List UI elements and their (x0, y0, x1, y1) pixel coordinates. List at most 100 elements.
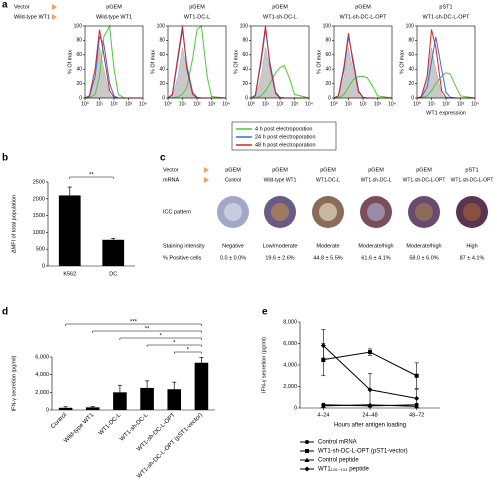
legend-box (231, 121, 337, 151)
x-tick-label: 10⁴ (222, 101, 230, 107)
y-tick-label: 80 (159, 38, 165, 44)
cell-image (319, 203, 337, 221)
row-label: mRNA (163, 177, 180, 183)
y-tick-label: 0 (245, 95, 248, 101)
x-tick-label: 10² (359, 101, 367, 107)
mrna-label: WT1-sh-DC-L-OPT (403, 177, 446, 183)
cell-image (367, 203, 385, 221)
staining-label: Low/moderate (263, 243, 298, 249)
y-tick-label: 60 (76, 52, 82, 58)
y-axis-label: % Of max (399, 50, 405, 74)
x-tick-label: 10¹ (96, 101, 104, 107)
histogram-curve (168, 25, 227, 99)
marker (367, 387, 373, 393)
marker (368, 350, 372, 355)
bar (58, 195, 81, 266)
marker (414, 373, 419, 378)
positive-label: 61.6 ± 4.1% (361, 255, 390, 261)
legend-label: WT1-sh-DC-L-OPT (pST1-vector) (318, 449, 408, 455)
row-arrow (204, 167, 209, 173)
y-tick-label: 40 (159, 67, 165, 73)
y-tick-label: 20 (408, 81, 414, 87)
positive-label: 19.6 ± 2.6% (265, 255, 294, 261)
histogram-curve (251, 64, 310, 99)
y-tick-label: 40 (76, 67, 82, 73)
x-tick-label: Control (50, 412, 68, 430)
histogram-curve (417, 72, 476, 99)
x-tick-label: 10⁰ (413, 101, 421, 107)
y-tick-label: 100 (157, 23, 166, 29)
marker (320, 343, 326, 349)
y-tick-label: 20 (242, 81, 248, 87)
histogram-curve (334, 75, 393, 99)
y-tick-label: 0 (411, 95, 414, 101)
panel-label: e (262, 307, 268, 318)
y-tick-label: 500 (36, 247, 45, 253)
x-tick-label: 24–48 (362, 412, 377, 418)
y-axis-label: ΔMFI of total population (11, 195, 17, 253)
vector-label: pGEM (272, 167, 288, 173)
panel-label: b (2, 153, 8, 164)
y-tick-label: 0 (46, 407, 49, 413)
y-tick-label: 1500 (33, 213, 45, 219)
histogram-curve (167, 47, 226, 99)
significance-bracket (119, 337, 202, 340)
y-tick-label: 0 (294, 405, 297, 411)
legend-label: Control peptide (318, 458, 359, 464)
marker (305, 440, 309, 444)
significance-label: * (173, 341, 176, 347)
row-arrow (204, 177, 209, 183)
row-arrow (52, 4, 57, 10)
x-tick-label: 10² (193, 101, 201, 107)
x-tick-label: 10² (442, 101, 450, 107)
x-tick-label: DC (109, 271, 117, 277)
x-tick-label: 10⁴ (305, 101, 313, 107)
y-axis-label: % Of max (150, 50, 156, 74)
y-tick-label: 0 (328, 95, 331, 101)
x-tick-label: 10⁴ (471, 101, 479, 107)
legend-label: WT1₁₂₆₋₁₃₄ peptide (318, 467, 370, 473)
plot-title: WT1-sh-DC-L-OPT (339, 14, 387, 20)
y-tick-label: 4,000 (35, 372, 49, 378)
significance-label: ** (89, 173, 94, 179)
row-label: Vector (14, 4, 30, 10)
row-label: Vector (163, 167, 179, 173)
x-tick-label: 10¹ (262, 101, 270, 107)
x-axis-label: Hours after antigen loading (334, 423, 406, 429)
x-tick-label: K562 (63, 271, 76, 277)
vector-label: pGEM (416, 167, 432, 173)
y-tick-label: 4,000 (283, 362, 297, 368)
x-tick-label: 10⁰ (330, 101, 338, 107)
mrna-label: WT1-DC-L (316, 177, 340, 183)
panel-label: a (2, 0, 8, 11)
x-tick-label: Wild-type WT1 (63, 412, 96, 445)
bar (194, 362, 209, 410)
vector-label: pGEM (355, 4, 371, 10)
significance-bracket (92, 330, 202, 333)
bar (85, 407, 100, 410)
positive-label: 87 ± 4.1% (460, 255, 485, 261)
plot-title: WT1-DC-L (184, 14, 210, 20)
positive-label: 0.0 ± 0.0% (220, 255, 246, 261)
x-axis-label: WT1 expression (426, 110, 466, 116)
y-tick-label: 0 (162, 95, 165, 101)
significance-bracket (69, 176, 114, 179)
mrna-label: Control (225, 177, 241, 183)
y-tick-label: 20 (325, 81, 331, 87)
significance-bracket (146, 344, 202, 347)
y-axis-label: % Of max (67, 50, 73, 74)
mrna-label: Wild-type WT1 (264, 177, 297, 183)
x-tick-label: 10⁰ (247, 101, 255, 107)
x-tick-label: 10⁴ (139, 101, 147, 107)
row-label: % Positive cells (163, 255, 201, 261)
arrows (52, 4, 209, 183)
marker (320, 403, 326, 408)
y-tick-label: 60 (159, 52, 165, 58)
staining-label: Moderate/high (358, 243, 393, 249)
significance-label: ** (145, 327, 150, 333)
vector-label: pGEM (189, 4, 205, 10)
y-tick-label: 2500 (33, 179, 45, 185)
y-axis-label: IFN-γ secretion (pg/ml) (11, 355, 17, 411)
row-label: ICC pattern (163, 209, 191, 215)
